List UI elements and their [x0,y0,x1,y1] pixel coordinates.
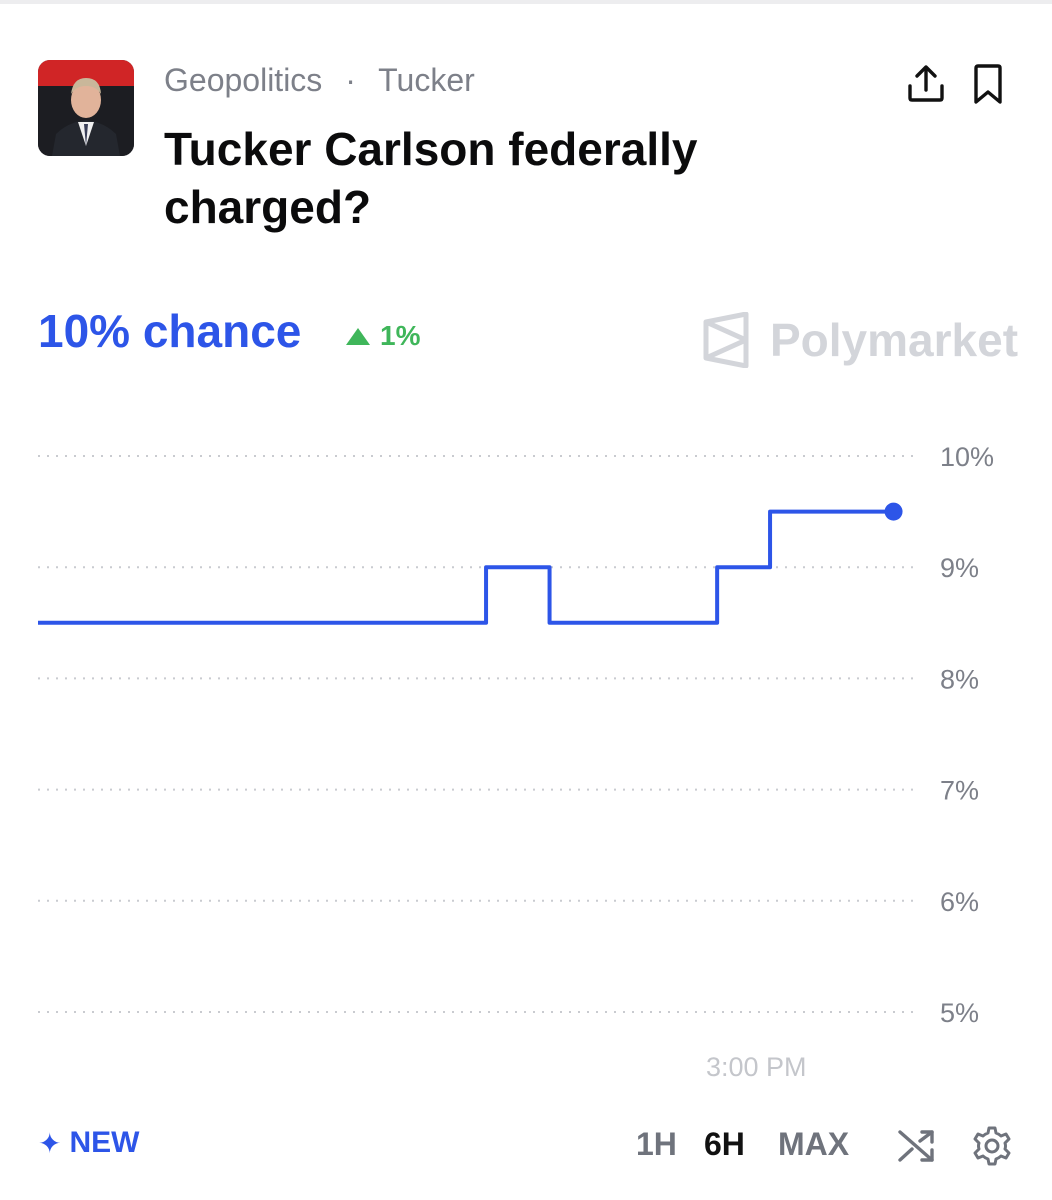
top-divider [0,0,1052,4]
share-button[interactable] [904,62,948,106]
market-thumbnail[interactable] [38,60,134,156]
range-6h-button[interactable]: 6H [704,1126,745,1162]
chance-value: 10% chance [38,305,302,357]
y-tick-label: 5% [940,998,979,1028]
y-tick-label: 6% [940,887,979,917]
y-tick-label: 10% [940,442,994,472]
price-chart-svg: 10% 9% 8% 7% 6% 5% 3:00 PM [38,442,994,1082]
chance-change: 1% [346,320,420,352]
breadcrumb: Geopolitics · Tucker [164,62,475,99]
new-label: NEW [69,1126,140,1159]
chance-change-value: 1% [380,320,421,351]
brand-watermark: Polymarket [700,310,1018,370]
y-tick-label: 7% [940,776,979,806]
breadcrumb-category[interactable]: Geopolitics [164,62,323,98]
breadcrumb-tag[interactable]: Tucker [378,62,475,98]
share-icon [908,65,944,102]
shuffle-button[interactable] [894,1124,938,1168]
new-badge: ✦ NEW [38,1126,139,1160]
bookmark-icon [974,64,1002,104]
x-tick-label: 3:00 PM [706,1052,807,1082]
price-chart[interactable]: 10% 9% 8% 7% 6% 5% 3:00 PM [0,420,1052,1100]
range-max-button[interactable]: MAX [778,1126,850,1162]
sparkle-icon: ✦ [38,1127,62,1159]
bookmark-button[interactable] [966,62,1010,106]
shuffle-icon [898,1130,934,1162]
up-arrow-icon [346,327,370,345]
breadcrumb-separator: · [345,62,356,98]
y-tick-label: 8% [940,664,979,694]
gear-icon [973,1126,1011,1166]
settings-button[interactable] [970,1124,1014,1168]
market-title: Tucker Carlson federally charged? [164,123,698,233]
range-1h-button[interactable]: 1H [636,1126,677,1162]
series-end-point [884,502,903,521]
brand-name: Polymarket [770,314,1019,366]
person-photo-icon [38,60,134,156]
polymarket-logo-icon [703,312,749,368]
series-line [38,509,894,625]
y-tick-label: 9% [940,553,979,583]
